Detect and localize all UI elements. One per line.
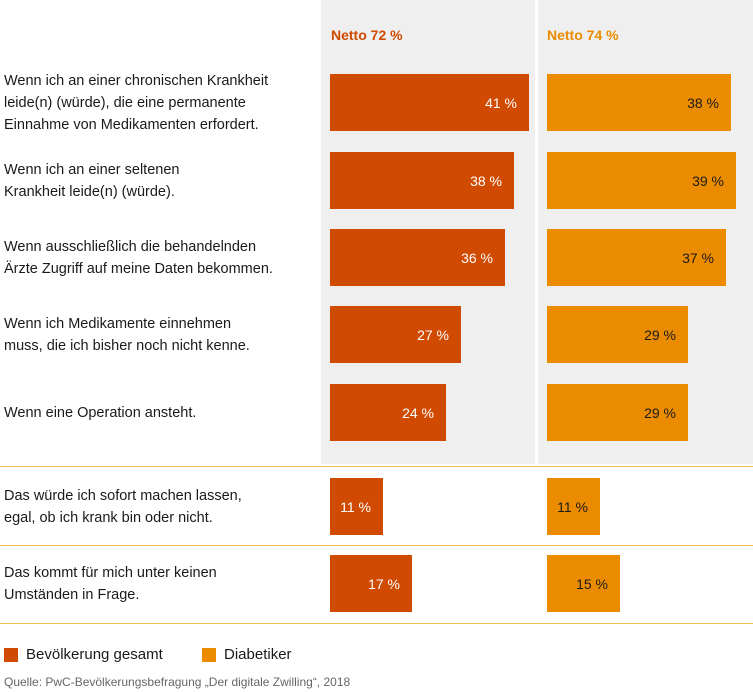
bar-diabetiker: 38 % (547, 74, 731, 131)
group-separator (0, 623, 753, 624)
group-separator (0, 545, 753, 546)
bar-value-label: 11 % (340, 498, 371, 515)
bar-value-label: 39 % (692, 172, 724, 189)
bar-diabetiker: 37 % (547, 229, 726, 286)
bar-diabetiker: 39 % (547, 152, 736, 209)
bar-gesamt: 36 % (330, 229, 505, 286)
category-label: Wenn ausschließlich die behandelnden Ärz… (4, 238, 273, 277)
bar-gesamt: 41 % (330, 74, 529, 131)
bar-gesamt: 17 % (330, 555, 412, 612)
bar-value-label: 38 % (470, 172, 502, 189)
bar-value-label: 27 % (417, 326, 449, 343)
bar-value-label: 29 % (644, 404, 676, 421)
source-note: Quelle: PwC-Bevölkerungsbefragung „Der d… (4, 675, 351, 689)
bar-value-label: 38 % (687, 94, 719, 111)
category-label: Wenn ich an einer chronischen Krankheit … (4, 72, 269, 133)
series-header-gesamt: Netto 72 % (331, 27, 403, 43)
category-label: Das würde ich sofort machen lassen, egal… (4, 487, 242, 526)
bar-value-label: 24 % (402, 404, 434, 421)
bar-value-label: 11 % (557, 498, 588, 515)
bar-value-label: 29 % (644, 326, 676, 343)
bar-diabetiker: 29 % (547, 384, 688, 441)
bar-value-label: 36 % (461, 249, 493, 266)
series-header-diabetiker: Netto 74 % (547, 27, 619, 43)
bar-gesamt: 24 % (330, 384, 446, 441)
bar-value-label: 41 % (485, 94, 517, 111)
category-label: Wenn ich an einer seltenen Krankheit lei… (4, 161, 180, 200)
legend-swatch-diabetiker (202, 648, 216, 662)
legend-swatch-gesamt (4, 648, 18, 662)
legend-label-diabetiker: Diabetiker (224, 646, 292, 663)
bar-value-label: 37 % (682, 249, 714, 266)
category-label: Das kommt für mich unter keinen Umstände… (4, 564, 217, 603)
bar-value-label: 17 % (368, 575, 400, 592)
bar-diabetiker: 15 % (547, 555, 620, 612)
category-label: Wenn eine Operation ansteht. (4, 404, 197, 421)
category-label: Wenn ich Medikamente einnehmen muss, die… (4, 315, 250, 354)
bar-diabetiker: 29 % (547, 306, 688, 363)
legend-label-gesamt: Bevölkerung gesamt (26, 646, 163, 663)
bar-diabetiker: 11 % (547, 478, 600, 535)
bar-value-label: 15 % (576, 575, 608, 592)
bar-gesamt: 38 % (330, 152, 514, 209)
bar-gesamt: 11 % (330, 478, 383, 535)
bar-gesamt: 27 % (330, 306, 461, 363)
group-separator (0, 466, 753, 467)
